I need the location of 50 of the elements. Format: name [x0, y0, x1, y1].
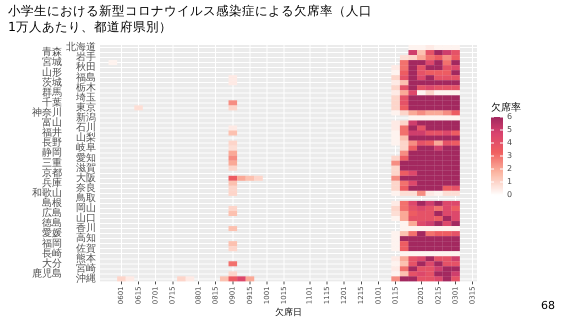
y-tick-label: 山形 [42, 66, 62, 78]
color-bar-label: 4 [507, 138, 512, 148]
y-tick-label: 兵庫 [42, 176, 62, 189]
y-tick-label: 大分 [42, 257, 62, 270]
text: 68 [541, 299, 555, 312]
y-tick-label: 鳥取 [75, 192, 96, 204]
y-tick-label: 和歌山 [32, 186, 62, 199]
y-tick-label: 群馬 [42, 86, 62, 98]
y-tick-label: 栃木 [76, 81, 96, 94]
y-tick-label: 香川 [76, 222, 96, 234]
y-tick-label: 広島 [42, 207, 62, 220]
y-tick-label: 鹿児島 [32, 267, 62, 280]
y-tick-label: 東京 [76, 101, 96, 114]
y-tick-label: 京都 [42, 166, 62, 179]
color-bar-label: 6 [507, 112, 512, 122]
color-bar-label: 3 [507, 151, 512, 160]
color-bar-label: 0 [507, 190, 512, 200]
color-bar-label: 1 [507, 177, 512, 186]
color-bar-title: 欠席率 [491, 102, 521, 114]
y-tick-label: 三重 [42, 156, 62, 169]
y-tick-label: 山梨 [76, 132, 96, 144]
y-tick-label: 長野 [42, 138, 62, 149]
chart-title: 小学生における新型コロナウイルス感染症による欠席率（人口1万人あたり、都道府県別） [8, 3, 373, 35]
y-tick-label: 秋田 [76, 61, 96, 74]
y-tick-label: 岩手 [76, 51, 96, 64]
y-tick-label: 静岡 [42, 146, 62, 159]
y-tick-label: 沖縄 [76, 272, 96, 284]
x-axis-title: 欠席日 [275, 306, 302, 318]
color-bar-label: 2 [507, 164, 512, 174]
y-tick-label: 大阪 [76, 172, 96, 184]
y-tick-label: 愛知 [76, 152, 96, 164]
y-tick-label: 神奈川 [32, 106, 62, 118]
y-tick-label: 奈良 [76, 182, 96, 194]
y-tick-label: 岐阜 [76, 142, 96, 154]
y-tick-label: 千葉 [42, 96, 62, 108]
y-tick-label: 佐賀 [76, 242, 96, 254]
y-tick-label: 宮城 [42, 56, 62, 68]
y-tick-label: 福井 [42, 126, 62, 139]
y-tick-label: 福島 [76, 71, 96, 84]
y-tick-label: 長崎 [42, 247, 62, 260]
y-tick-label: 愛媛 [42, 227, 62, 240]
y-tick-label: 滋賀 [76, 162, 96, 174]
y-tick-label: 宮崎 [76, 262, 96, 274]
y-tick-label: 岡山 [76, 202, 96, 214]
color-bar-label: 5 [507, 125, 512, 134]
y-tick-label: 熊本 [76, 252, 96, 264]
y-tick-label: 高知 [76, 232, 96, 244]
y-tick-label: 茨城 [42, 76, 62, 88]
y-tick-label: 埼玉 [75, 91, 96, 104]
y-tick-label: 福岡 [42, 237, 62, 250]
